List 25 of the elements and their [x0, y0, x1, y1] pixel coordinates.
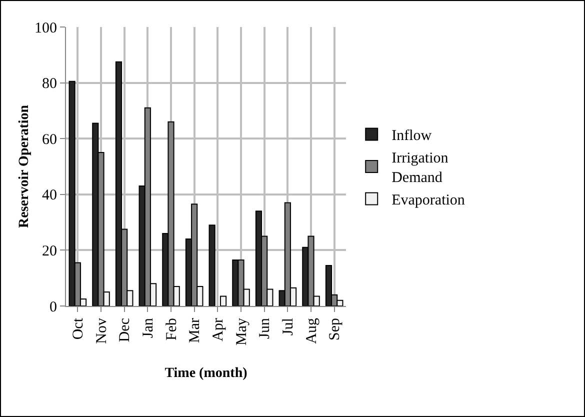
y-tick-label: 0	[50, 299, 57, 316]
legend-label: Evaporation	[392, 192, 466, 209]
bar	[220, 296, 227, 306]
x-tick-label: Feb	[164, 318, 180, 340]
x-tick-label: Sep	[327, 318, 344, 340]
y-axis-title: Reservoir Operation	[17, 104, 32, 228]
x-tick-label: Jul	[280, 318, 297, 336]
x-tick-label: Jan	[140, 318, 157, 338]
bar	[208, 224, 216, 306]
x-tick-label: Oct	[70, 317, 87, 340]
x-tick-label: Aug	[304, 318, 320, 344]
legend-label: Irrigation Demand	[392, 150, 449, 186]
x-tick-label: May	[234, 318, 250, 346]
y-tick-label: 40	[42, 188, 57, 204]
x-tick-label: Jun	[257, 318, 274, 339]
x-tick-label: Dec	[117, 318, 134, 342]
x-axis-title: Time (month)	[164, 366, 248, 381]
x-tick-label: Nov	[94, 318, 110, 344]
y-tick-label: 60	[42, 132, 57, 148]
y-tick-label: 100	[34, 20, 57, 36]
x-tick-label: Mar	[187, 318, 204, 343]
y-tick-label: 20	[42, 243, 57, 260]
y-tick-label: 80	[42, 76, 57, 92]
x-tick-label: Apr	[210, 318, 227, 342]
legend-label: Inflow	[392, 128, 432, 144]
